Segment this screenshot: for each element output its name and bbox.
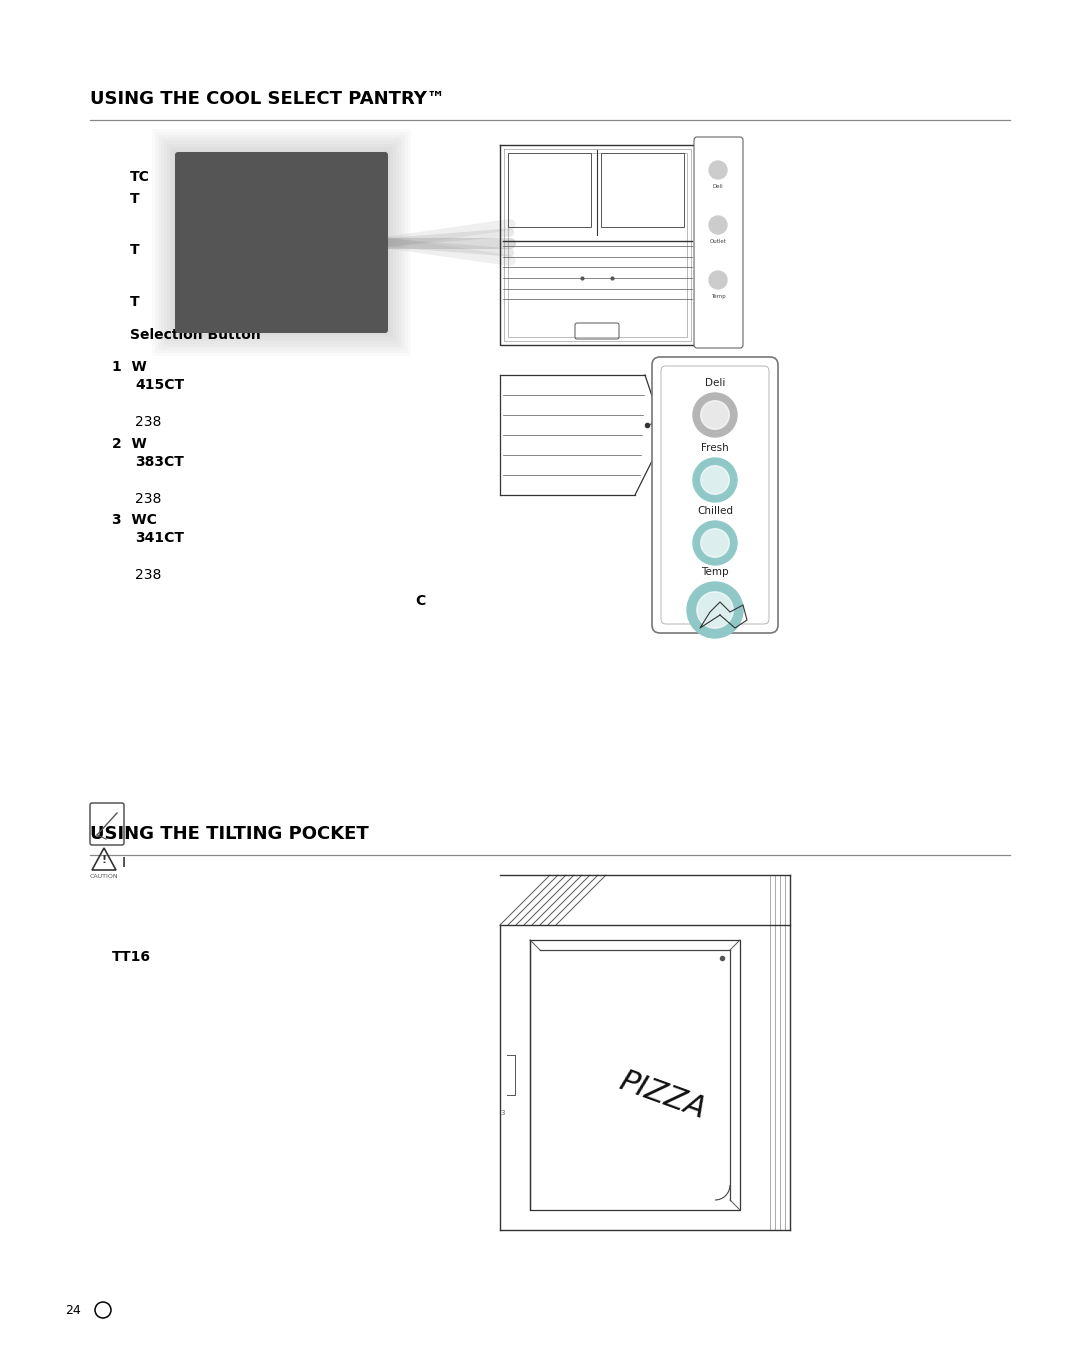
Bar [508, 154, 591, 228]
Text: 341CT: 341CT [135, 531, 184, 546]
Text: 238: 238 [135, 492, 161, 506]
Circle shape [701, 529, 729, 558]
Text: USING THE TILTING POCKET: USING THE TILTING POCKET [90, 824, 368, 843]
Text: 24: 24 [65, 1304, 81, 1316]
Text: USING THE COOL SELECT PANTRY™: USING THE COOL SELECT PANTRY™ [90, 90, 445, 108]
FancyBboxPatch shape [175, 152, 388, 333]
Text: T: T [130, 242, 139, 257]
Circle shape [697, 591, 733, 628]
Circle shape [708, 271, 727, 290]
Text: 2  W: 2 W [112, 436, 147, 451]
Text: Deli: Deli [713, 185, 724, 189]
FancyBboxPatch shape [661, 366, 769, 624]
Circle shape [693, 458, 737, 502]
Text: 1  W: 1 W [112, 360, 147, 374]
Text: C: C [415, 594, 426, 607]
Text: I: I [122, 855, 126, 870]
Circle shape [701, 400, 729, 430]
Bar [600, 154, 684, 228]
Text: Selection Button: Selection Button [130, 329, 260, 342]
Circle shape [693, 521, 737, 564]
Text: Fresh: Fresh [701, 443, 729, 453]
Circle shape [693, 393, 737, 436]
Text: TC: TC [130, 170, 150, 185]
Text: TT16: TT16 [112, 950, 151, 964]
Text: 383CT: 383CT [135, 455, 184, 469]
Text: 3  WC: 3 WC [112, 513, 157, 527]
Text: PIZZA: PIZZA [615, 1065, 710, 1123]
Text: Temp: Temp [711, 294, 726, 299]
Circle shape [708, 162, 727, 179]
Text: CAUTION: CAUTION [90, 874, 119, 880]
Text: Chilled: Chilled [697, 506, 733, 516]
Circle shape [687, 582, 743, 638]
Text: Temp: Temp [701, 567, 729, 577]
Text: !: ! [102, 855, 107, 865]
Circle shape [708, 216, 727, 234]
Text: 238: 238 [135, 568, 161, 582]
Text: Deli: Deli [705, 379, 725, 388]
Text: 238: 238 [135, 415, 161, 428]
Circle shape [701, 466, 729, 494]
Text: 3: 3 [501, 1110, 505, 1117]
Text: T: T [130, 295, 139, 308]
Text: 415CT: 415CT [135, 379, 184, 392]
FancyBboxPatch shape [694, 137, 743, 348]
Text: Outlet: Outlet [710, 238, 727, 244]
FancyBboxPatch shape [652, 357, 778, 633]
Text: T: T [130, 193, 139, 206]
